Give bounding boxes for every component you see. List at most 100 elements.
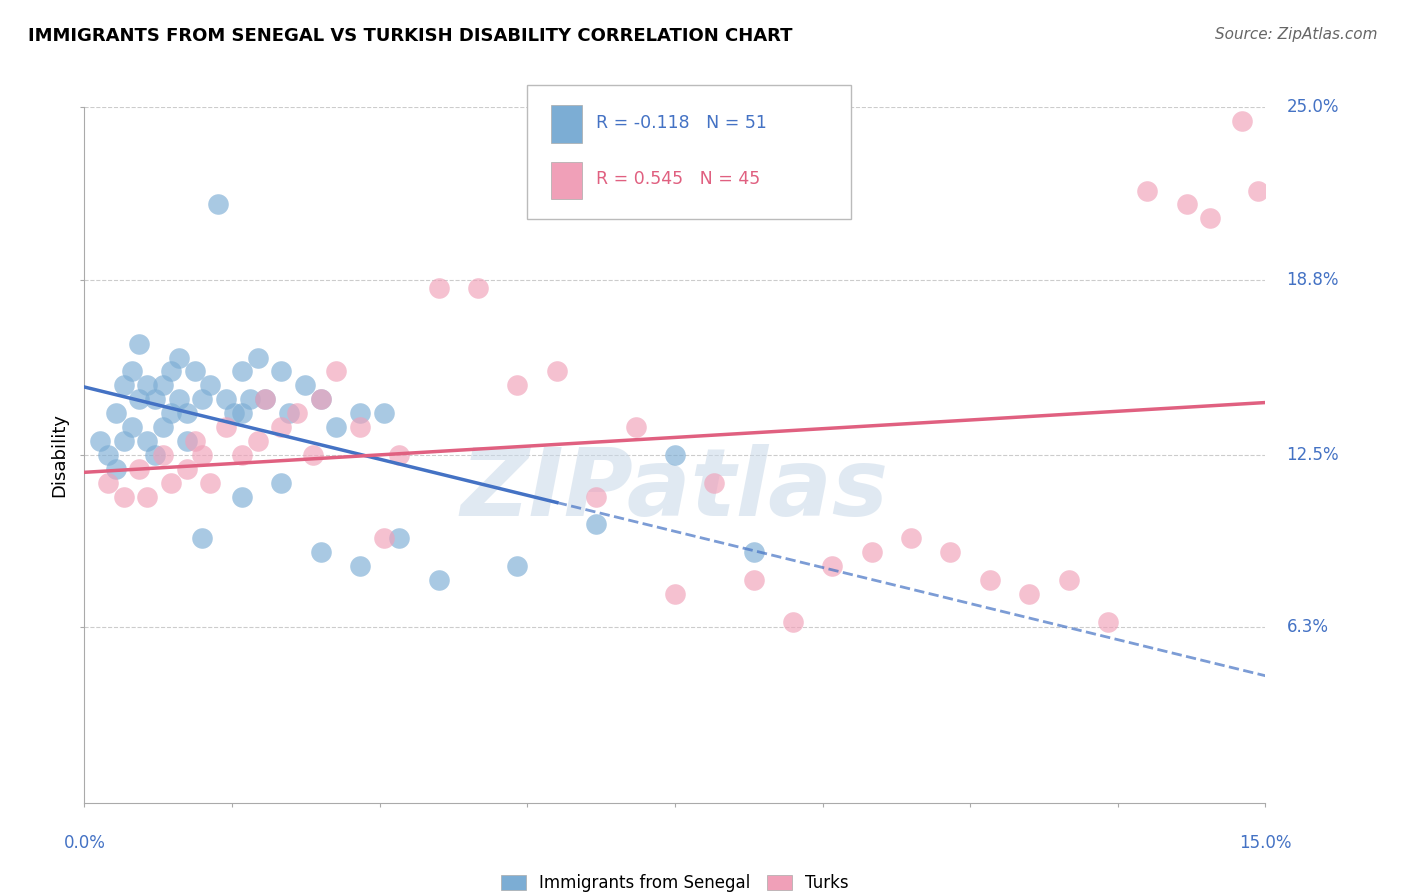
Point	[278, 406, 301, 420]
Point	[152, 420, 174, 434]
Point	[1230, 114, 1253, 128]
Point	[136, 434, 159, 448]
Point	[388, 448, 411, 462]
Point	[373, 532, 395, 546]
Point	[309, 545, 332, 559]
Point	[136, 378, 159, 392]
Point	[325, 364, 347, 378]
Point	[152, 448, 174, 462]
Point	[301, 448, 323, 462]
Y-axis label: Disability: Disability	[51, 413, 69, 497]
Point	[200, 475, 222, 490]
Point	[143, 448, 166, 462]
Point	[309, 392, 332, 407]
Point	[176, 434, 198, 448]
Text: R = -0.118   N = 51: R = -0.118 N = 51	[596, 114, 768, 132]
Point	[1097, 615, 1119, 629]
Point	[624, 420, 647, 434]
Point	[900, 532, 922, 546]
Point	[939, 545, 962, 559]
Point	[664, 448, 686, 462]
Point	[1246, 184, 1268, 198]
Point	[270, 364, 292, 378]
Point	[191, 392, 214, 407]
Point	[585, 517, 607, 532]
Point	[191, 532, 214, 546]
Point	[160, 475, 183, 490]
Point	[349, 406, 371, 420]
Point	[1199, 211, 1222, 226]
Point	[215, 420, 238, 434]
Point	[246, 434, 269, 448]
Point	[160, 364, 183, 378]
Point	[294, 378, 316, 392]
Point	[183, 434, 205, 448]
Point	[979, 573, 1001, 587]
Point	[821, 559, 844, 574]
Point	[183, 364, 205, 378]
Point	[285, 406, 308, 420]
Point	[388, 532, 411, 546]
Point	[1175, 197, 1198, 211]
Point	[270, 420, 292, 434]
Point	[215, 392, 238, 407]
Text: 6.3%: 6.3%	[1286, 618, 1329, 637]
Point	[585, 490, 607, 504]
Point	[222, 406, 245, 420]
Point	[167, 392, 190, 407]
Text: Source: ZipAtlas.com: Source: ZipAtlas.com	[1215, 27, 1378, 42]
Point	[742, 573, 765, 587]
Point	[742, 545, 765, 559]
Text: 25.0%: 25.0%	[1286, 98, 1339, 116]
Point	[1136, 184, 1159, 198]
Point	[104, 406, 127, 420]
Point	[309, 392, 332, 407]
Point	[427, 281, 450, 295]
Point	[239, 392, 262, 407]
Point	[104, 462, 127, 476]
Point	[254, 392, 277, 407]
Point	[207, 197, 229, 211]
Point	[349, 420, 371, 434]
Point	[231, 448, 253, 462]
Point	[128, 392, 150, 407]
Point	[191, 448, 214, 462]
Point	[89, 434, 111, 448]
Point	[506, 559, 529, 574]
Text: 18.8%: 18.8%	[1286, 270, 1339, 289]
Point	[546, 364, 568, 378]
Point	[128, 462, 150, 476]
Legend: Immigrants from Senegal, Turks: Immigrants from Senegal, Turks	[494, 868, 856, 892]
Point	[427, 573, 450, 587]
Point	[1057, 573, 1080, 587]
Text: 15.0%: 15.0%	[1239, 834, 1292, 852]
Point	[97, 475, 120, 490]
Point	[246, 351, 269, 365]
Point	[782, 615, 804, 629]
Text: IMMIGRANTS FROM SENEGAL VS TURKISH DISABILITY CORRELATION CHART: IMMIGRANTS FROM SENEGAL VS TURKISH DISAB…	[28, 27, 793, 45]
Point	[1018, 587, 1040, 601]
Point	[200, 378, 222, 392]
Point	[467, 281, 489, 295]
Point	[231, 406, 253, 420]
Point	[160, 406, 183, 420]
Point	[152, 378, 174, 392]
Text: R = 0.545   N = 45: R = 0.545 N = 45	[596, 170, 761, 188]
Point	[176, 406, 198, 420]
Point	[254, 392, 277, 407]
Text: 0.0%: 0.0%	[63, 834, 105, 852]
Point	[128, 336, 150, 351]
Point	[860, 545, 883, 559]
Point	[325, 420, 347, 434]
Point	[121, 420, 143, 434]
Point	[97, 448, 120, 462]
Point	[703, 475, 725, 490]
Point	[167, 351, 190, 365]
Point	[112, 490, 135, 504]
Point	[231, 490, 253, 504]
Point	[664, 587, 686, 601]
Text: ZIPatlas: ZIPatlas	[461, 443, 889, 536]
Point	[121, 364, 143, 378]
Point	[506, 378, 529, 392]
Point	[143, 392, 166, 407]
